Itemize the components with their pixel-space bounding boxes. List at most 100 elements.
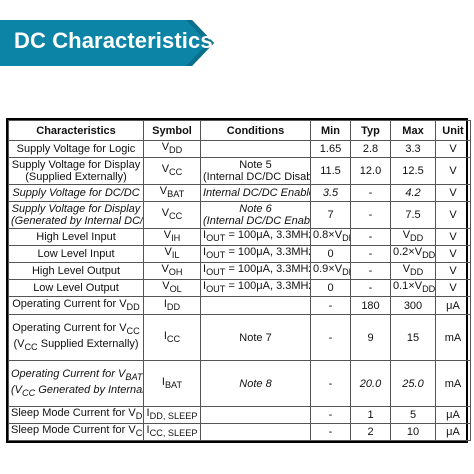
cell-typ: 1: [350, 406, 391, 424]
table-row: Sleep Mode Current for VCC ICC, SLEEP - …: [8, 423, 471, 441]
cell-symbol: ICC, SLEEP: [143, 423, 201, 441]
cell-conditions: IOUT = 100μA, 3.3MHz: [200, 279, 311, 297]
cell-conditions: Note 7: [200, 314, 311, 361]
cell-min: -: [310, 406, 351, 424]
table-row: Supply Voltage for Logic VDD 1.65 2.8 3.…: [8, 140, 471, 158]
cell-symbol: VIH: [143, 228, 201, 246]
table-row: Operating Current for VCC (VCC Supplied E…: [8, 314, 471, 361]
cell-text: Operating Current for VCC (VCC Supplied E…: [12, 322, 140, 352]
cell-typ: 2.8: [350, 140, 391, 158]
column-header: Conditions: [200, 120, 311, 141]
cell-min: 11.5: [310, 157, 351, 185]
column-header: Typ: [350, 120, 391, 141]
dc-characteristics-table: Characteristics Symbol Conditions Min Ty…: [6, 118, 471, 443]
cell-unit: μA: [435, 423, 471, 441]
cell-min: 3.5: [310, 184, 351, 202]
cell-max: 0.1×VDD: [390, 279, 436, 297]
cell-unit: mA: [435, 314, 471, 361]
column-header: Symbol: [143, 120, 201, 141]
cell-min: 0.8×VDD: [310, 228, 351, 246]
cell-text: Note 5(Internal DC/DC Disable): [203, 159, 310, 183]
cell-typ: 2: [350, 423, 391, 441]
cell-unit: mA: [435, 360, 471, 407]
cell-symbol: IDD: [143, 296, 201, 315]
cell-max: 4.2: [390, 184, 436, 202]
cell-unit: μA: [435, 296, 471, 315]
cell-conditions: [200, 423, 311, 441]
cell-max: 3.3: [390, 140, 436, 158]
cell-symbol: IBAT: [143, 360, 201, 407]
cell-typ: -: [350, 184, 391, 202]
cell-max: 25.0: [390, 360, 436, 407]
cell-characteristic: Operating Current for VBAT (VCC Generated…: [8, 360, 144, 407]
cell-characteristic: Operating Current for VCC (VCC Supplied E…: [8, 314, 144, 361]
cell-typ: -: [350, 262, 391, 280]
cell-max: VDD: [390, 262, 436, 280]
cell-max: 12.5: [390, 157, 436, 185]
cell-unit: V: [435, 279, 471, 297]
table-row: Sleep Mode Current for VDD IDD, SLEEP - …: [8, 406, 471, 424]
cell-unit: V: [435, 201, 471, 229]
cell-symbol: VBAT: [143, 184, 201, 202]
table-row: Low Level Output VOL IOUT = 100μA, 3.3MH…: [8, 279, 471, 297]
cell-symbol: VCC: [143, 201, 201, 229]
cell-characteristic: Sleep Mode Current for VDD: [8, 406, 144, 424]
cell-unit: V: [435, 245, 471, 263]
cell-symbol: IDD, SLEEP: [143, 406, 201, 424]
cell-characteristic: Supply Voltage for Logic: [8, 140, 144, 158]
cell-typ: 9: [350, 314, 391, 361]
cell-conditions: IOUT = 100μA, 3.3MHz: [200, 245, 311, 263]
column-header: Unit: [435, 120, 471, 141]
cell-conditions: IOUT = 100μA, 3.3MHz: [200, 262, 311, 280]
table-row: Operating Current for VBAT (VCC Generated…: [8, 360, 471, 407]
cell-text: Note 6 (Internal DC/DC Enable): [203, 203, 311, 227]
cell-max: 7.5: [390, 201, 436, 229]
column-header: Characteristics: [8, 120, 144, 141]
cell-unit: V: [435, 184, 471, 202]
cell-symbol: VIL: [143, 245, 201, 263]
cell-max: 15: [390, 314, 436, 361]
cell-characteristic: Supply Voltage for Display (Generated by …: [8, 201, 144, 229]
cell-max: 0.2×VDD: [390, 245, 436, 263]
cell-min: -: [310, 314, 351, 361]
cell-characteristic: Operating Current for VDD: [8, 296, 144, 315]
cell-unit: V: [435, 262, 471, 280]
cell-text: Supply Voltage for Display (Supplied Exte…: [11, 159, 141, 183]
cell-min: 0.9×VDD: [310, 262, 351, 280]
cell-min: -: [310, 360, 351, 407]
table-row: Supply Voltage for DC/DC VBAT Internal D…: [8, 184, 471, 202]
cell-unit: μA: [435, 406, 471, 424]
cell-max: VDD: [390, 228, 436, 246]
cell-text: Supply Voltage for Display (Generated by …: [11, 203, 144, 227]
table-row: Supply Voltage for Display (Generated by …: [8, 201, 471, 229]
cell-max: 5: [390, 406, 436, 424]
table-row: Operating Current for VDD IDD - 180 300 …: [8, 296, 471, 315]
cell-min: 0: [310, 279, 351, 297]
table-row: Low Level Input VIL IOUT = 100μA, 3.3MHz…: [8, 245, 471, 263]
cell-characteristic: High Level Output: [8, 262, 144, 280]
cell-conditions: [200, 406, 311, 424]
cell-min: 1.65: [310, 140, 351, 158]
banner-shape: [0, 20, 214, 66]
cell-conditions: Note 5(Internal DC/DC Disable): [200, 157, 311, 185]
cell-conditions: Note 6 (Internal DC/DC Enable): [200, 201, 311, 229]
section-banner: DC Characteristics: [0, 20, 216, 66]
page-title: DC Characteristics: [14, 28, 213, 53]
cell-characteristic: High Level Input: [8, 228, 144, 246]
cell-max: 10: [390, 423, 436, 441]
cell-typ: -: [350, 228, 391, 246]
cell-min: 7: [310, 201, 351, 229]
cell-typ: 20.0: [350, 360, 391, 407]
cell-conditions: Internal DC/DC Enable: [200, 184, 311, 202]
cell-conditions: Note 8: [200, 360, 311, 407]
cell-min: -: [310, 423, 351, 441]
cell-unit: V: [435, 140, 471, 158]
cell-symbol: VDD: [143, 140, 201, 158]
cell-unit: V: [435, 228, 471, 246]
column-header: Max: [390, 120, 436, 141]
cell-characteristic: Supply Voltage for Display (Supplied Exte…: [8, 157, 144, 185]
cell-characteristic: Supply Voltage for DC/DC: [8, 184, 144, 202]
table-row: Supply Voltage for Display (Supplied Exte…: [8, 157, 471, 185]
cell-characteristic: Low Level Output: [8, 279, 144, 297]
cell-characteristic: Sleep Mode Current for VCC: [8, 423, 144, 441]
